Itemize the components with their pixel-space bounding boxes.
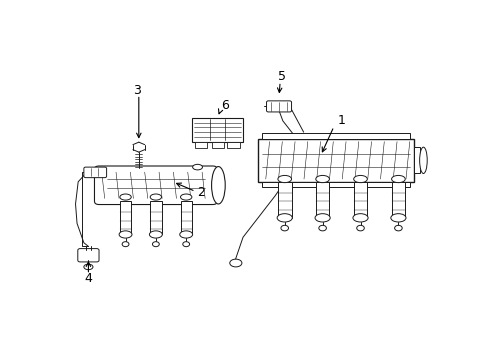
Bar (262, 133, 409, 139)
Ellipse shape (391, 175, 405, 183)
Text: 4: 4 (84, 272, 92, 285)
Text: 5: 5 (277, 70, 285, 83)
Text: 1: 1 (337, 114, 345, 127)
Bar (191, 118, 243, 141)
Ellipse shape (390, 214, 405, 222)
Ellipse shape (180, 231, 192, 238)
Ellipse shape (318, 225, 326, 231)
Ellipse shape (211, 167, 225, 204)
Bar (258, 139, 413, 182)
Bar (180, 201, 191, 234)
Ellipse shape (277, 175, 291, 183)
Ellipse shape (122, 242, 129, 247)
Ellipse shape (192, 164, 202, 170)
Ellipse shape (119, 231, 132, 238)
Ellipse shape (152, 242, 159, 247)
FancyBboxPatch shape (84, 167, 106, 177)
Ellipse shape (419, 147, 427, 174)
Ellipse shape (314, 214, 329, 222)
Text: 3: 3 (133, 84, 141, 97)
Ellipse shape (150, 194, 161, 200)
Ellipse shape (315, 175, 329, 183)
Bar (353, 182, 366, 218)
Bar (391, 182, 405, 218)
Text: 6: 6 (221, 99, 228, 112)
Bar (315, 182, 329, 218)
Bar (277, 182, 291, 218)
Ellipse shape (120, 194, 131, 200)
Ellipse shape (280, 225, 288, 231)
Bar (262, 182, 409, 187)
FancyBboxPatch shape (266, 101, 291, 112)
Ellipse shape (149, 231, 162, 238)
Ellipse shape (229, 259, 242, 267)
Bar (413, 147, 420, 174)
Bar (211, 141, 223, 148)
Text: 2: 2 (197, 186, 205, 199)
Bar (227, 141, 239, 148)
Bar (195, 141, 207, 148)
Ellipse shape (180, 194, 191, 200)
Ellipse shape (353, 175, 366, 183)
Ellipse shape (356, 225, 364, 231)
Ellipse shape (277, 214, 292, 222)
Ellipse shape (183, 242, 189, 247)
Bar (120, 201, 131, 234)
FancyBboxPatch shape (94, 166, 217, 204)
Ellipse shape (394, 225, 401, 231)
Ellipse shape (83, 264, 93, 270)
Ellipse shape (352, 214, 367, 222)
FancyBboxPatch shape (78, 249, 99, 262)
Bar (150, 201, 161, 234)
